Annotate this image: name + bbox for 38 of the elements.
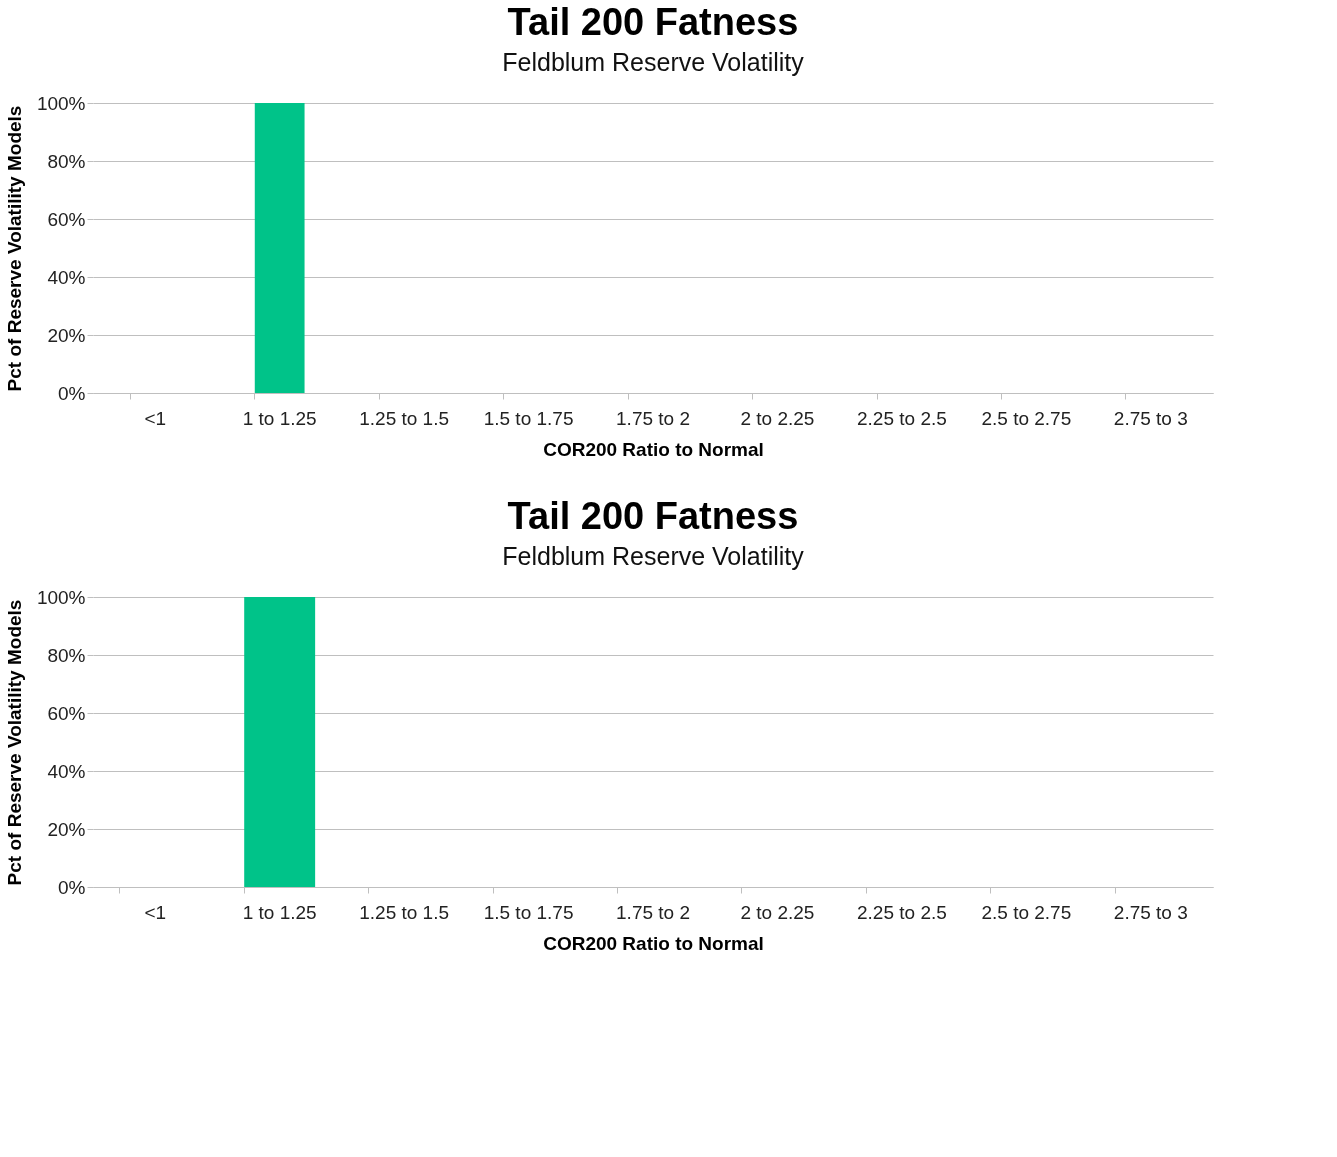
x-tick-label: 1 to 1.25 [242,407,317,429]
x-tick-label: 1.5 to 1.75 [483,901,574,923]
x-tick-label: 2.5 to 2.75 [981,407,1072,429]
y-tick-label: 80% [47,150,86,172]
x-tick-label: 1.25 to 1.5 [359,407,450,429]
x-tick-label: <1 [144,407,167,429]
x-tick-label: 2.75 to 3 [1113,901,1188,923]
x-tick-label: 2.25 to 2.5 [856,901,947,923]
y-axis-title: Pct of Reserve Volatility Models [3,105,25,392]
x-tick-label: 2.25 to 2.5 [856,407,947,429]
x-tick-label: 1.75 to 2 [616,407,690,429]
chart-subtitle: Feldblum Reserve Volatility [502,48,805,76]
chart-title: Tail 200 Fatness [507,495,799,537]
y-tick-label: 100% [36,92,86,114]
x-tick-label: 2.75 to 3 [1113,407,1188,429]
x-tick-label: <1 [144,901,167,923]
y-tick-label: 0% [58,382,86,404]
x-tick-label: 1.75 to 2 [616,901,690,923]
y-axis-title: Pct of Reserve Volatility Models [3,599,25,886]
y-tick-label: 100% [36,586,86,608]
x-tick-label: 2.5 to 2.75 [981,901,1072,923]
x-axis-title: COR200 Ratio to Normal [543,932,764,954]
y-tick-label: 60% [47,702,86,724]
x-axis-title: COR200 Ratio to Normal [543,438,764,460]
chart-title: Tail 200 Fatness [507,1,799,43]
y-tick-label: 20% [47,324,86,346]
y-tick-label: 0% [58,876,86,898]
x-tick-label: 2 to 2.25 [740,407,815,429]
x-tick-label: 1 to 1.25 [242,901,317,923]
y-tick-label: 20% [47,818,86,840]
chart-subtitle: Feldblum Reserve Volatility [502,542,805,570]
x-tick-label: 2 to 2.25 [740,901,815,923]
y-tick-label: 40% [47,760,86,782]
x-tick-label: 1.25 to 1.5 [359,901,450,923]
y-tick-label: 60% [47,208,86,230]
y-tick-label: 40% [47,266,86,288]
x-tick-label: 1.5 to 1.75 [483,407,574,429]
y-tick-label: 80% [47,644,86,666]
